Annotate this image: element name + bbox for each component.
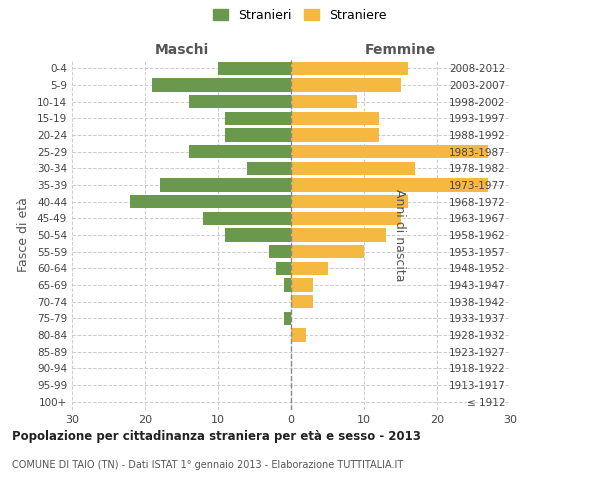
Bar [152,78,291,92]
Bar [291,278,313,291]
Text: Popolazione per cittadinanza straniera per età e sesso - 2013: Popolazione per cittadinanza straniera p… [12,430,421,443]
Bar [291,78,401,92]
Bar [269,245,291,258]
Bar [291,195,408,208]
Bar [160,178,291,192]
Bar [291,128,379,141]
Bar [130,195,291,208]
Bar [226,112,291,125]
Bar [291,262,328,275]
Bar [218,62,291,75]
Bar [291,95,356,108]
Legend: Stranieri, Straniere: Stranieri, Straniere [213,8,387,22]
Bar [189,145,291,158]
Bar [291,245,364,258]
Bar [291,178,488,192]
Y-axis label: Fasce di età: Fasce di età [17,198,30,272]
Bar [189,95,291,108]
Bar [291,62,408,75]
Bar [284,278,291,291]
Text: Femmine: Femmine [365,42,436,56]
Bar [203,212,291,225]
Bar [291,228,386,241]
Bar [291,328,305,342]
Bar [226,128,291,141]
Bar [277,262,291,275]
Bar [291,112,379,125]
Bar [291,162,415,175]
Bar [291,295,313,308]
Bar [284,312,291,325]
Bar [291,145,488,158]
Y-axis label: Anni di nascita: Anni di nascita [393,188,406,281]
Bar [291,212,401,225]
Bar [247,162,291,175]
Text: COMUNE DI TAIO (TN) - Dati ISTAT 1° gennaio 2013 - Elaborazione TUTTITALIA.IT: COMUNE DI TAIO (TN) - Dati ISTAT 1° genn… [12,460,403,470]
Text: Maschi: Maschi [154,42,209,56]
Bar [226,228,291,241]
